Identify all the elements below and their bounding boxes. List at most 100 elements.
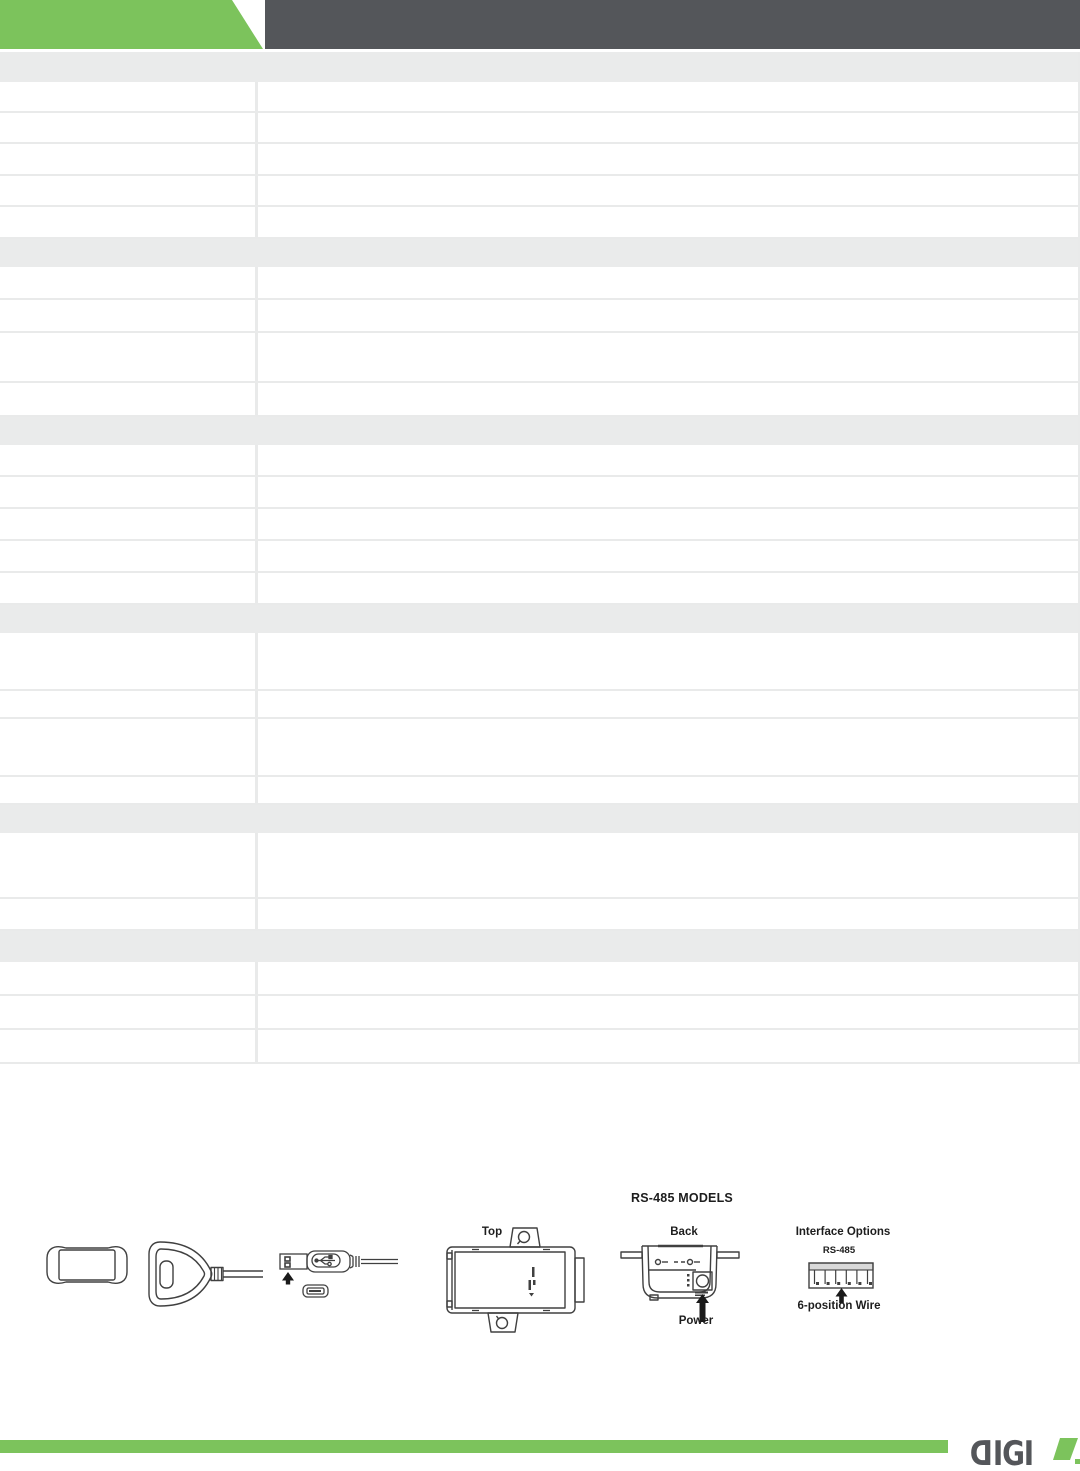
spec-label-cell: [0, 207, 258, 237]
table-row: [0, 113, 1078, 144]
spec-value-cell: [258, 573, 1078, 603]
spec-value-cell: [258, 477, 1078, 507]
table-row: [0, 962, 1078, 996]
table-row: [0, 633, 1078, 691]
six-position-wire-label: 6-position Wire: [797, 1300, 881, 1312]
spec-value-cell: [258, 1030, 1078, 1062]
spec-label-cell: [0, 541, 258, 571]
spec-label-cell: [0, 300, 258, 331]
spec-value-cell: [258, 509, 1078, 539]
section-header-band: [0, 605, 1078, 633]
spec-value-cell: [258, 541, 1078, 571]
digi-logo: DIGI: [971, 1434, 1034, 1471]
table-row: [0, 573, 1078, 605]
spec-label-cell: [0, 691, 258, 717]
table-row: [0, 541, 1078, 573]
table-row: [0, 267, 1078, 300]
wire-arrow-icon: [835, 1288, 848, 1303]
spec-label-cell: [0, 1030, 258, 1062]
spec-table: [0, 52, 1080, 1064]
footer-green-bar: [0, 1440, 948, 1453]
spec-label-cell: [0, 383, 258, 415]
spec-label-cell: [0, 477, 258, 507]
back-view-figure: [620, 1244, 740, 1322]
spec-label-cell: [0, 633, 258, 689]
spec-value-cell: [258, 633, 1078, 689]
usb-arrow-icon: [282, 1272, 294, 1285]
table-row: [0, 899, 1078, 931]
spec-label-cell: [0, 833, 258, 897]
logo-letters: IGI: [992, 1434, 1034, 1471]
table-row: [0, 445, 1078, 477]
digi-logo-dot-icon: [1075, 1459, 1080, 1464]
rs485-interface-label: RS-485: [822, 1245, 856, 1256]
spec-value-cell: [258, 176, 1078, 205]
top-view-label: Top: [481, 1226, 503, 1238]
spec-value-cell: [258, 383, 1078, 415]
table-row: [0, 777, 1078, 805]
spec-label-cell: [0, 573, 258, 603]
spec-value-cell: [258, 445, 1078, 475]
spec-value-cell: [258, 333, 1078, 381]
table-row: [0, 477, 1078, 509]
spec-value-cell: [258, 144, 1078, 174]
section-header-band: [0, 417, 1078, 445]
spec-label-cell: [0, 899, 258, 929]
table-row: [0, 207, 1078, 239]
spec-label-cell: [0, 113, 258, 142]
spec-value-cell: [258, 300, 1078, 331]
table-row: [0, 833, 1078, 899]
spec-value-cell: [258, 962, 1078, 994]
spec-label-cell: [0, 267, 258, 298]
spec-value-cell: [258, 719, 1078, 775]
usb-cable-figure: [279, 1250, 398, 1298]
section-header-band: [0, 805, 1078, 833]
spec-label-cell: [0, 445, 258, 475]
top-view-figure: [446, 1227, 585, 1333]
table-row: [0, 509, 1078, 541]
spec-value-cell: [258, 833, 1078, 897]
table-row: [0, 144, 1078, 176]
spec-label-cell: [0, 82, 258, 111]
section-header-band: [0, 931, 1078, 962]
spec-value-cell: [258, 207, 1078, 237]
tiny-device-markings: [528, 1267, 536, 1297]
spec-label-cell: [0, 509, 258, 539]
table-row: [0, 383, 1078, 417]
spec-value-cell: [258, 267, 1078, 298]
back-view-label: Back: [670, 1226, 698, 1238]
spec-label-cell: [0, 176, 258, 205]
spec-value-cell: [258, 777, 1078, 803]
spec-label-cell: [0, 962, 258, 994]
interface-options-label: Interface Options: [795, 1226, 891, 1238]
power-label: Power: [678, 1315, 714, 1327]
power-arrow-icon: [696, 1294, 709, 1322]
spec-value-cell: [258, 996, 1078, 1028]
section-header-band: [0, 239, 1078, 267]
spec-label-cell: [0, 144, 258, 174]
header-green-band: [0, 0, 263, 49]
spec-value-cell: [258, 113, 1078, 142]
table-row: [0, 996, 1078, 1030]
table-row: [0, 82, 1078, 113]
spec-value-cell: [258, 82, 1078, 111]
spec-label-cell: [0, 996, 258, 1028]
spec-label-cell: [0, 333, 258, 381]
table-row: [0, 176, 1078, 207]
table-row: [0, 1030, 1078, 1064]
table-row: [0, 333, 1078, 383]
rs485-models-title: RS-485 MODELS: [631, 1191, 733, 1205]
table-row: [0, 691, 1078, 719]
header-dark-band: [265, 0, 1080, 49]
digi-logo-flag-icon: [1053, 1438, 1078, 1460]
adapter-front-outline-figure: [148, 1241, 263, 1307]
spec-value-cell: [258, 691, 1078, 717]
spec-label-cell: [0, 777, 258, 803]
spec-value-cell: [258, 899, 1078, 929]
logo-letter-mirrored-d: D: [971, 1434, 993, 1471]
table-row: [0, 719, 1078, 777]
table-row: [0, 300, 1078, 333]
section-header-band: [0, 52, 1078, 82]
terminal-block-figure: [808, 1262, 874, 1303]
